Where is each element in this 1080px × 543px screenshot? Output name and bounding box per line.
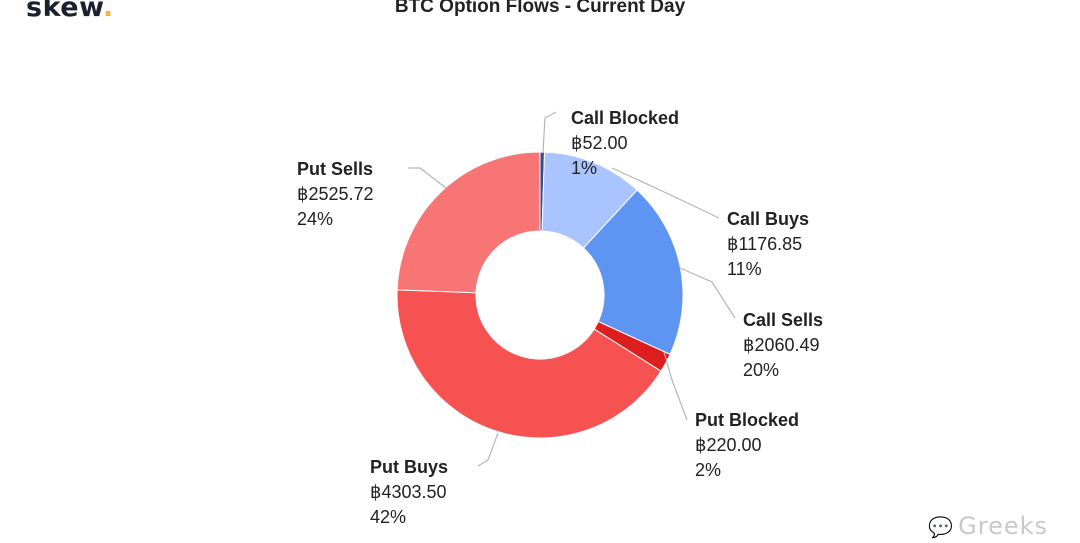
- slice-put-sells[interactable]: [396, 151, 541, 294]
- slice-value: ฿4303.50: [370, 482, 447, 502]
- slice-percent: 1%: [571, 158, 598, 178]
- slice-name: Put Buys: [370, 457, 449, 477]
- data-label-put-blocked: Put Blocked ฿220.00 2%: [695, 408, 799, 483]
- connector-call-buys: [611, 167, 720, 219]
- slice-name: Call Blocked: [571, 108, 680, 128]
- data-label-call-buys: Call Buys ฿1176.85 11%: [727, 207, 809, 282]
- data-label-call-sells: Call Sells ฿2060.49 20%: [743, 308, 823, 383]
- slice-value: ฿52.00: [571, 133, 628, 153]
- slice-percent: 24%: [297, 209, 334, 229]
- slice-value: ฿220.00: [695, 435, 762, 455]
- slice-name: Call Buys: [727, 209, 810, 229]
- slice-percent: 11%: [727, 259, 762, 279]
- connector-call-sells: [679, 267, 736, 319]
- slice-name: Put Blocked: [695, 410, 800, 430]
- connector-put-blocked: [663, 351, 688, 421]
- watermark: 💬 Greeks: [928, 512, 1048, 540]
- connector-put-buys: [477, 432, 499, 467]
- slice-percent: 20%: [743, 360, 780, 380]
- data-label-call-blocked: Call Blocked ฿52.00 1%: [571, 106, 679, 181]
- slice-call-sells[interactable]: [582, 189, 684, 356]
- slice-name: Put Sells: [297, 159, 374, 179]
- slice-percent: 42%: [370, 507, 407, 527]
- slice-percent: 2%: [695, 460, 722, 480]
- connector-call-blocked: [542, 111, 557, 153]
- slice-name: Call Sells: [743, 310, 824, 330]
- chart-title: BTC Option Flows - Current Day: [394, 0, 686, 17]
- slice-put-buys[interactable]: [396, 289, 662, 439]
- slice-value: ฿1176.85: [727, 234, 803, 254]
- connector-put-sells: [408, 167, 447, 189]
- skew-logo: skew.: [26, 0, 114, 23]
- slice-value: ฿2060.49: [743, 335, 820, 355]
- slice-value: ฿2525.72: [297, 184, 374, 204]
- data-label-put-sells: Put Sells ฿2525.72 24%: [297, 157, 374, 232]
- wechat-icon: 💬: [928, 515, 955, 539]
- data-label-put-buys: Put Buys ฿4303.50 42%: [370, 455, 448, 530]
